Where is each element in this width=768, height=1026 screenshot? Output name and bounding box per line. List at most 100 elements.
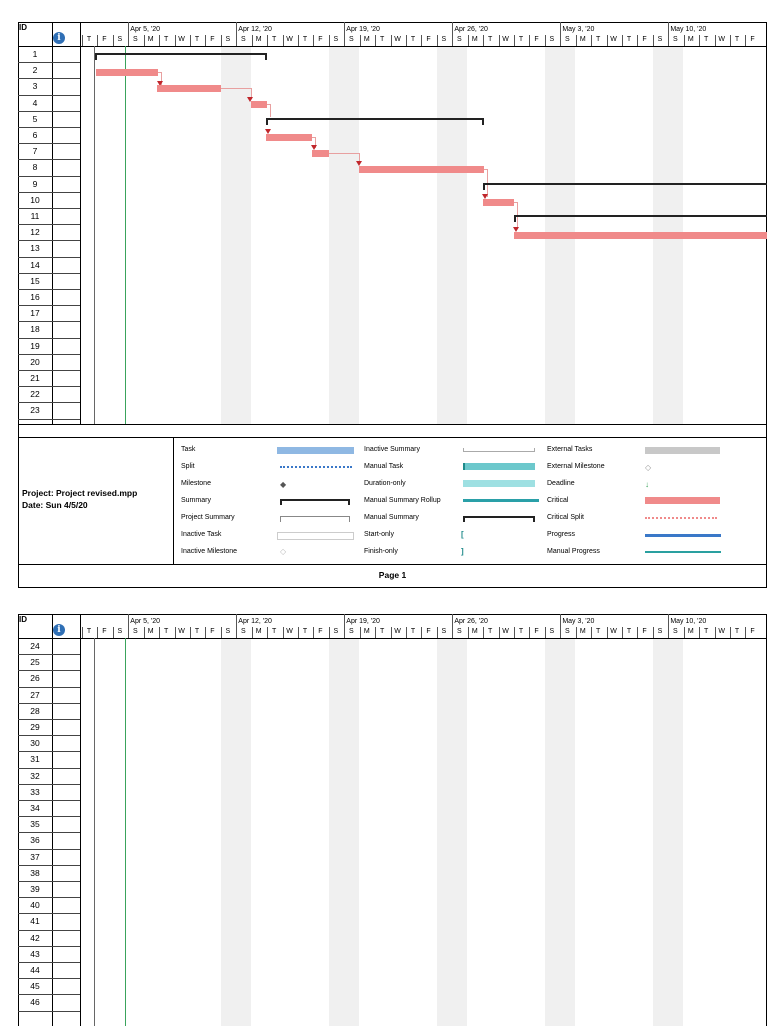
row-id[interactable]: 13: [30, 243, 40, 254]
row-id[interactable]: 1: [32, 49, 38, 59]
critical-task-bar[interactable]: [157, 85, 221, 92]
row-id[interactable]: 5: [32, 113, 38, 124]
row-id[interactable]: 20: [30, 356, 40, 367]
row-id[interactable]: 14: [30, 259, 40, 270]
summary-bar-cap: [266, 118, 268, 125]
row-id[interactable]: 32: [30, 770, 40, 781]
dependency-link: [221, 88, 252, 98]
row-id[interactable]: 12: [30, 227, 40, 238]
row-id[interactable]: 33: [30, 786, 40, 797]
row-id[interactable]: 10: [30, 194, 40, 205]
row-id[interactable]: 11: [30, 211, 40, 221]
row-id[interactable]: 37: [30, 851, 40, 862]
critical-task-bar[interactable]: [514, 232, 767, 239]
current-date-line: [125, 638, 126, 1026]
row-id[interactable]: 45: [30, 981, 40, 992]
day-tick: [375, 627, 377, 638]
row-id[interactable]: 27: [30, 689, 40, 700]
legend-label: Critical: [547, 497, 569, 504]
day-tick: [190, 35, 191, 46]
day-tick: [714, 35, 716, 46]
row-id[interactable]: 25: [30, 657, 40, 668]
row-id[interactable]: 6: [32, 130, 38, 140]
row-id[interactable]: 3: [32, 81, 38, 92]
row-id[interactable]: 29: [30, 722, 40, 732]
row-id[interactable]: 7: [32, 146, 38, 157]
summary-bar[interactable]: [266, 118, 484, 120]
summary-bar[interactable]: [514, 215, 767, 217]
row-id[interactable]: 8: [32, 162, 38, 173]
legend-label: Summary: [181, 497, 211, 504]
row-id[interactable]: 4: [32, 97, 38, 108]
day-label: T: [518, 36, 524, 43]
critical-task-bar[interactable]: [96, 69, 158, 76]
legend-label: Start-only: [364, 531, 394, 538]
critical-task-bar[interactable]: [359, 166, 484, 173]
day-label: F: [210, 36, 215, 43]
manual-summary-rollup-swatch: [463, 499, 539, 502]
row-id[interactable]: 26: [30, 673, 40, 684]
row-id[interactable]: 17: [30, 308, 40, 319]
row-id[interactable]: 23: [30, 405, 40, 416]
row-id[interactable]: 46: [30, 997, 40, 1008]
summary-bar[interactable]: [483, 183, 767, 185]
row-id[interactable]: 41: [30, 916, 40, 927]
row-id[interactable]: 21: [30, 373, 40, 383]
row-divider: [18, 78, 80, 80]
weekend-shade: [221, 46, 251, 424]
week-label: Apr 12, '20: [238, 26, 272, 33]
row-id[interactable]: 36: [30, 835, 40, 846]
critical-task-bar[interactable]: [312, 150, 329, 157]
row-id[interactable]: 19: [30, 340, 40, 351]
day-label: W: [502, 628, 509, 635]
day-tick: [652, 35, 654, 46]
week-label: Apr 26, '20: [454, 618, 488, 625]
row-id[interactable]: 9: [32, 178, 38, 189]
page-frame: [18, 22, 767, 588]
manual-summary-swatch-cap: [533, 516, 535, 522]
day-label: T: [86, 36, 92, 43]
row-id[interactable]: 40: [30, 900, 40, 911]
day-tick: [498, 35, 500, 46]
manual-task-swatch: [463, 463, 535, 470]
row-divider: [18, 978, 80, 980]
critical-task-bar[interactable]: [483, 199, 514, 206]
manual-summary-swatch-cap: [463, 516, 465, 522]
row-id[interactable]: 38: [30, 867, 40, 878]
summary-bar[interactable]: [95, 53, 267, 55]
inactive-task-swatch: [277, 532, 354, 540]
row-id[interactable]: 24: [30, 641, 40, 651]
row-id[interactable]: 42: [30, 932, 40, 943]
day-label: S: [225, 36, 231, 43]
row-id[interactable]: 35: [30, 819, 40, 830]
day-label: M: [363, 36, 370, 43]
project-start-line: [94, 46, 95, 424]
day-label: F: [750, 628, 755, 635]
legend-label: Deadline: [547, 480, 575, 487]
dependency-arrow: [513, 227, 519, 232]
row-id[interactable]: 28: [30, 705, 40, 716]
day-tick: [452, 22, 454, 46]
week-label: Apr 19, '20: [346, 618, 380, 625]
row-divider: [18, 800, 80, 801]
row-id[interactable]: 31: [30, 754, 40, 765]
day-tick: [298, 35, 300, 46]
row-id[interactable]: 15: [30, 275, 40, 286]
gantt-page-2: ID i Apr 5, '20 Apr 12, '20 Apr 19, '20 Apr…: [18, 614, 768, 1026]
day-label: M: [579, 36, 586, 43]
row-id[interactable]: 43: [30, 948, 40, 959]
row-divider: [18, 929, 80, 931]
row-id[interactable]: 2: [32, 65, 38, 76]
row-id[interactable]: 22: [30, 389, 40, 400]
row-id[interactable]: 18: [30, 324, 40, 335]
critical-task-bar[interactable]: [266, 134, 312, 141]
row-id[interactable]: 30: [30, 738, 40, 749]
row-id[interactable]: 44: [30, 965, 40, 975]
day-label: W: [610, 36, 617, 43]
row-id[interactable]: 39: [30, 884, 40, 894]
row-id[interactable]: 16: [30, 292, 40, 302]
summary-bar-cap: [514, 215, 516, 222]
critical-task-bar[interactable]: [251, 101, 267, 108]
row-id[interactable]: 34: [30, 803, 40, 813]
day-tick: [236, 614, 238, 638]
